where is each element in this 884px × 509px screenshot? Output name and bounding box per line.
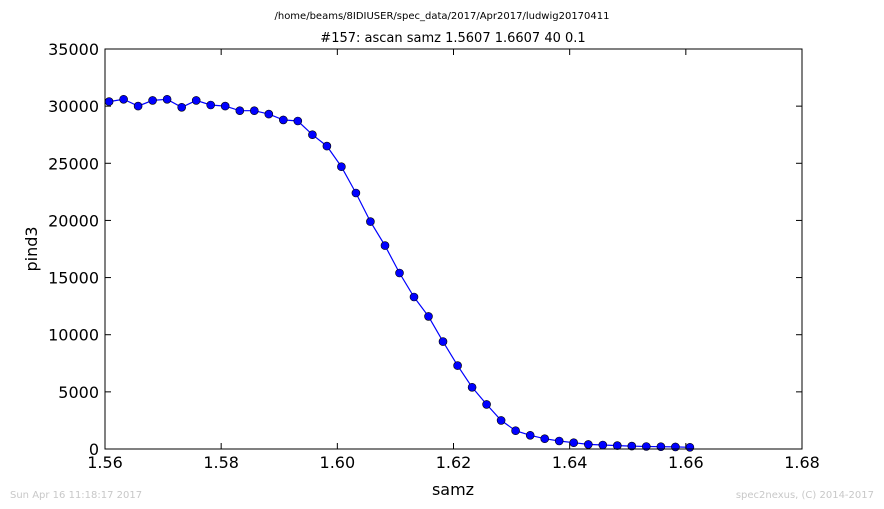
x-tick-label: 1.58 — [203, 453, 239, 472]
x-tick-label: 1.64 — [552, 453, 588, 472]
data-point — [467, 382, 477, 392]
footer-timestamp: Sun Apr 16 11:18:17 2017 — [10, 490, 142, 501]
data-point — [540, 434, 550, 444]
x-tick-label: 1.68 — [784, 453, 820, 472]
data-point — [482, 400, 491, 409]
data-point — [337, 162, 346, 171]
data-point — [424, 312, 433, 321]
x-axis-label: samz — [432, 480, 474, 499]
data-point — [583, 440, 593, 449]
file-path: /home/beams/8IDIUSER/spec_data/2017/Apr2… — [274, 11, 609, 22]
data-point — [496, 416, 506, 425]
data-point — [177, 103, 186, 112]
data-point — [612, 441, 622, 450]
data-point — [162, 95, 172, 104]
y-tick-label: 35000 — [48, 40, 99, 59]
x-tick-label: 1.66 — [668, 453, 704, 472]
data-point — [322, 141, 332, 151]
data-point — [293, 116, 303, 126]
data-point — [104, 97, 114, 106]
y-tick-label: 0 — [89, 440, 99, 459]
data-point — [206, 100, 215, 110]
data-point — [409, 292, 419, 302]
data-point — [191, 96, 201, 105]
data-point — [395, 268, 404, 278]
data-point — [525, 430, 535, 440]
y-tick-label: 15000 — [48, 269, 99, 288]
data-point — [627, 441, 637, 451]
data-point — [250, 106, 259, 115]
y-axis-label: pind3 — [22, 226, 41, 271]
ticks-layer: 1.56 1.58 1.60 1.62 1.64 1.66 1.68 0 5000 10000 15… — [48, 40, 820, 472]
data-point — [554, 436, 564, 446]
data-point — [598, 440, 608, 450]
data-point — [264, 109, 274, 119]
chart-title: #157: ascan samz 1.5607 1.6607 40 0.1 — [320, 31, 585, 46]
y-tick-label: 5000 — [58, 383, 99, 402]
data-point — [366, 217, 375, 226]
data-point — [148, 96, 157, 105]
data-point — [453, 361, 462, 370]
data-point — [235, 106, 245, 115]
plot-frame — [104, 48, 803, 450]
y-tick-label: 10000 — [48, 326, 99, 345]
y-tick-label: 20000 — [48, 211, 99, 230]
data-point — [380, 241, 390, 250]
data-point — [133, 101, 143, 111]
data-point — [569, 438, 579, 448]
x-tick-label: 1.62 — [436, 453, 472, 472]
data-point — [685, 442, 695, 452]
data-point — [308, 130, 317, 139]
data-point — [438, 337, 448, 346]
data-point — [119, 95, 128, 104]
data-point — [671, 442, 680, 452]
footer-credit: spec2nexus, (C) 2014-2017 — [736, 490, 874, 501]
data-point — [220, 101, 230, 111]
y-tick-label: 25000 — [48, 154, 99, 173]
data-point — [351, 188, 361, 198]
y-tick-label: 30000 — [48, 97, 99, 116]
x-tick-label: 1.60 — [320, 453, 356, 472]
data-point — [278, 115, 288, 125]
data-point — [511, 426, 520, 436]
series-layer — [104, 95, 695, 452]
x-tick-label: 1.56 — [87, 453, 123, 472]
